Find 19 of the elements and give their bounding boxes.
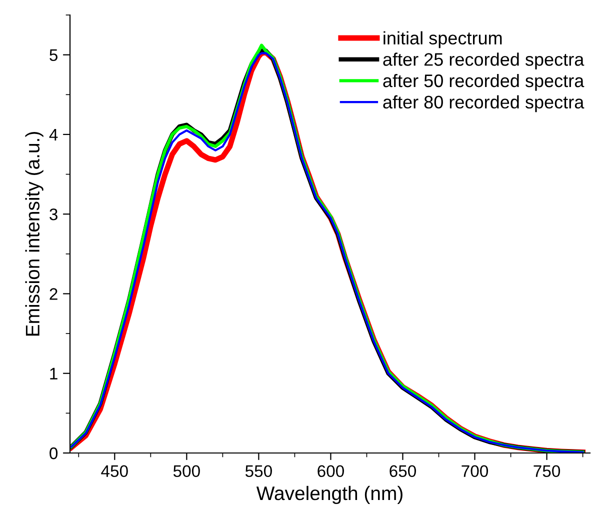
y-tick-label: 2 bbox=[50, 288, 58, 300]
legend-label: after 80 recorded spectra bbox=[383, 95, 584, 112]
legend-label: after 25 recorded spectra bbox=[383, 52, 584, 70]
y-tick-label: 5 bbox=[50, 49, 58, 62]
x-axis-title: Wavelength (nm) bbox=[256, 486, 402, 504]
x-tick-label: 650 bbox=[390, 465, 416, 478]
x-tick-label: 700 bbox=[462, 465, 488, 478]
legend-label: initial spectrum bbox=[384, 31, 502, 48]
x-tick-label: 450 bbox=[101, 465, 128, 478]
x-tick-label: 500 bbox=[173, 465, 200, 478]
y-tick-label: 4 bbox=[49, 129, 58, 140]
y-tick-label: 1 bbox=[50, 368, 58, 380]
y-tick-label: 3 bbox=[50, 208, 58, 220]
x-tick-label: 600 bbox=[318, 465, 344, 478]
legend-label: after 50 recorded spectra bbox=[383, 74, 584, 91]
x-tick-label: 550 bbox=[245, 465, 272, 478]
x-tick-label: 750 bbox=[534, 465, 560, 478]
y-tick-label: 0 bbox=[50, 447, 58, 460]
y-axis-title: Emission intensity (a.u.) bbox=[25, 132, 44, 336]
